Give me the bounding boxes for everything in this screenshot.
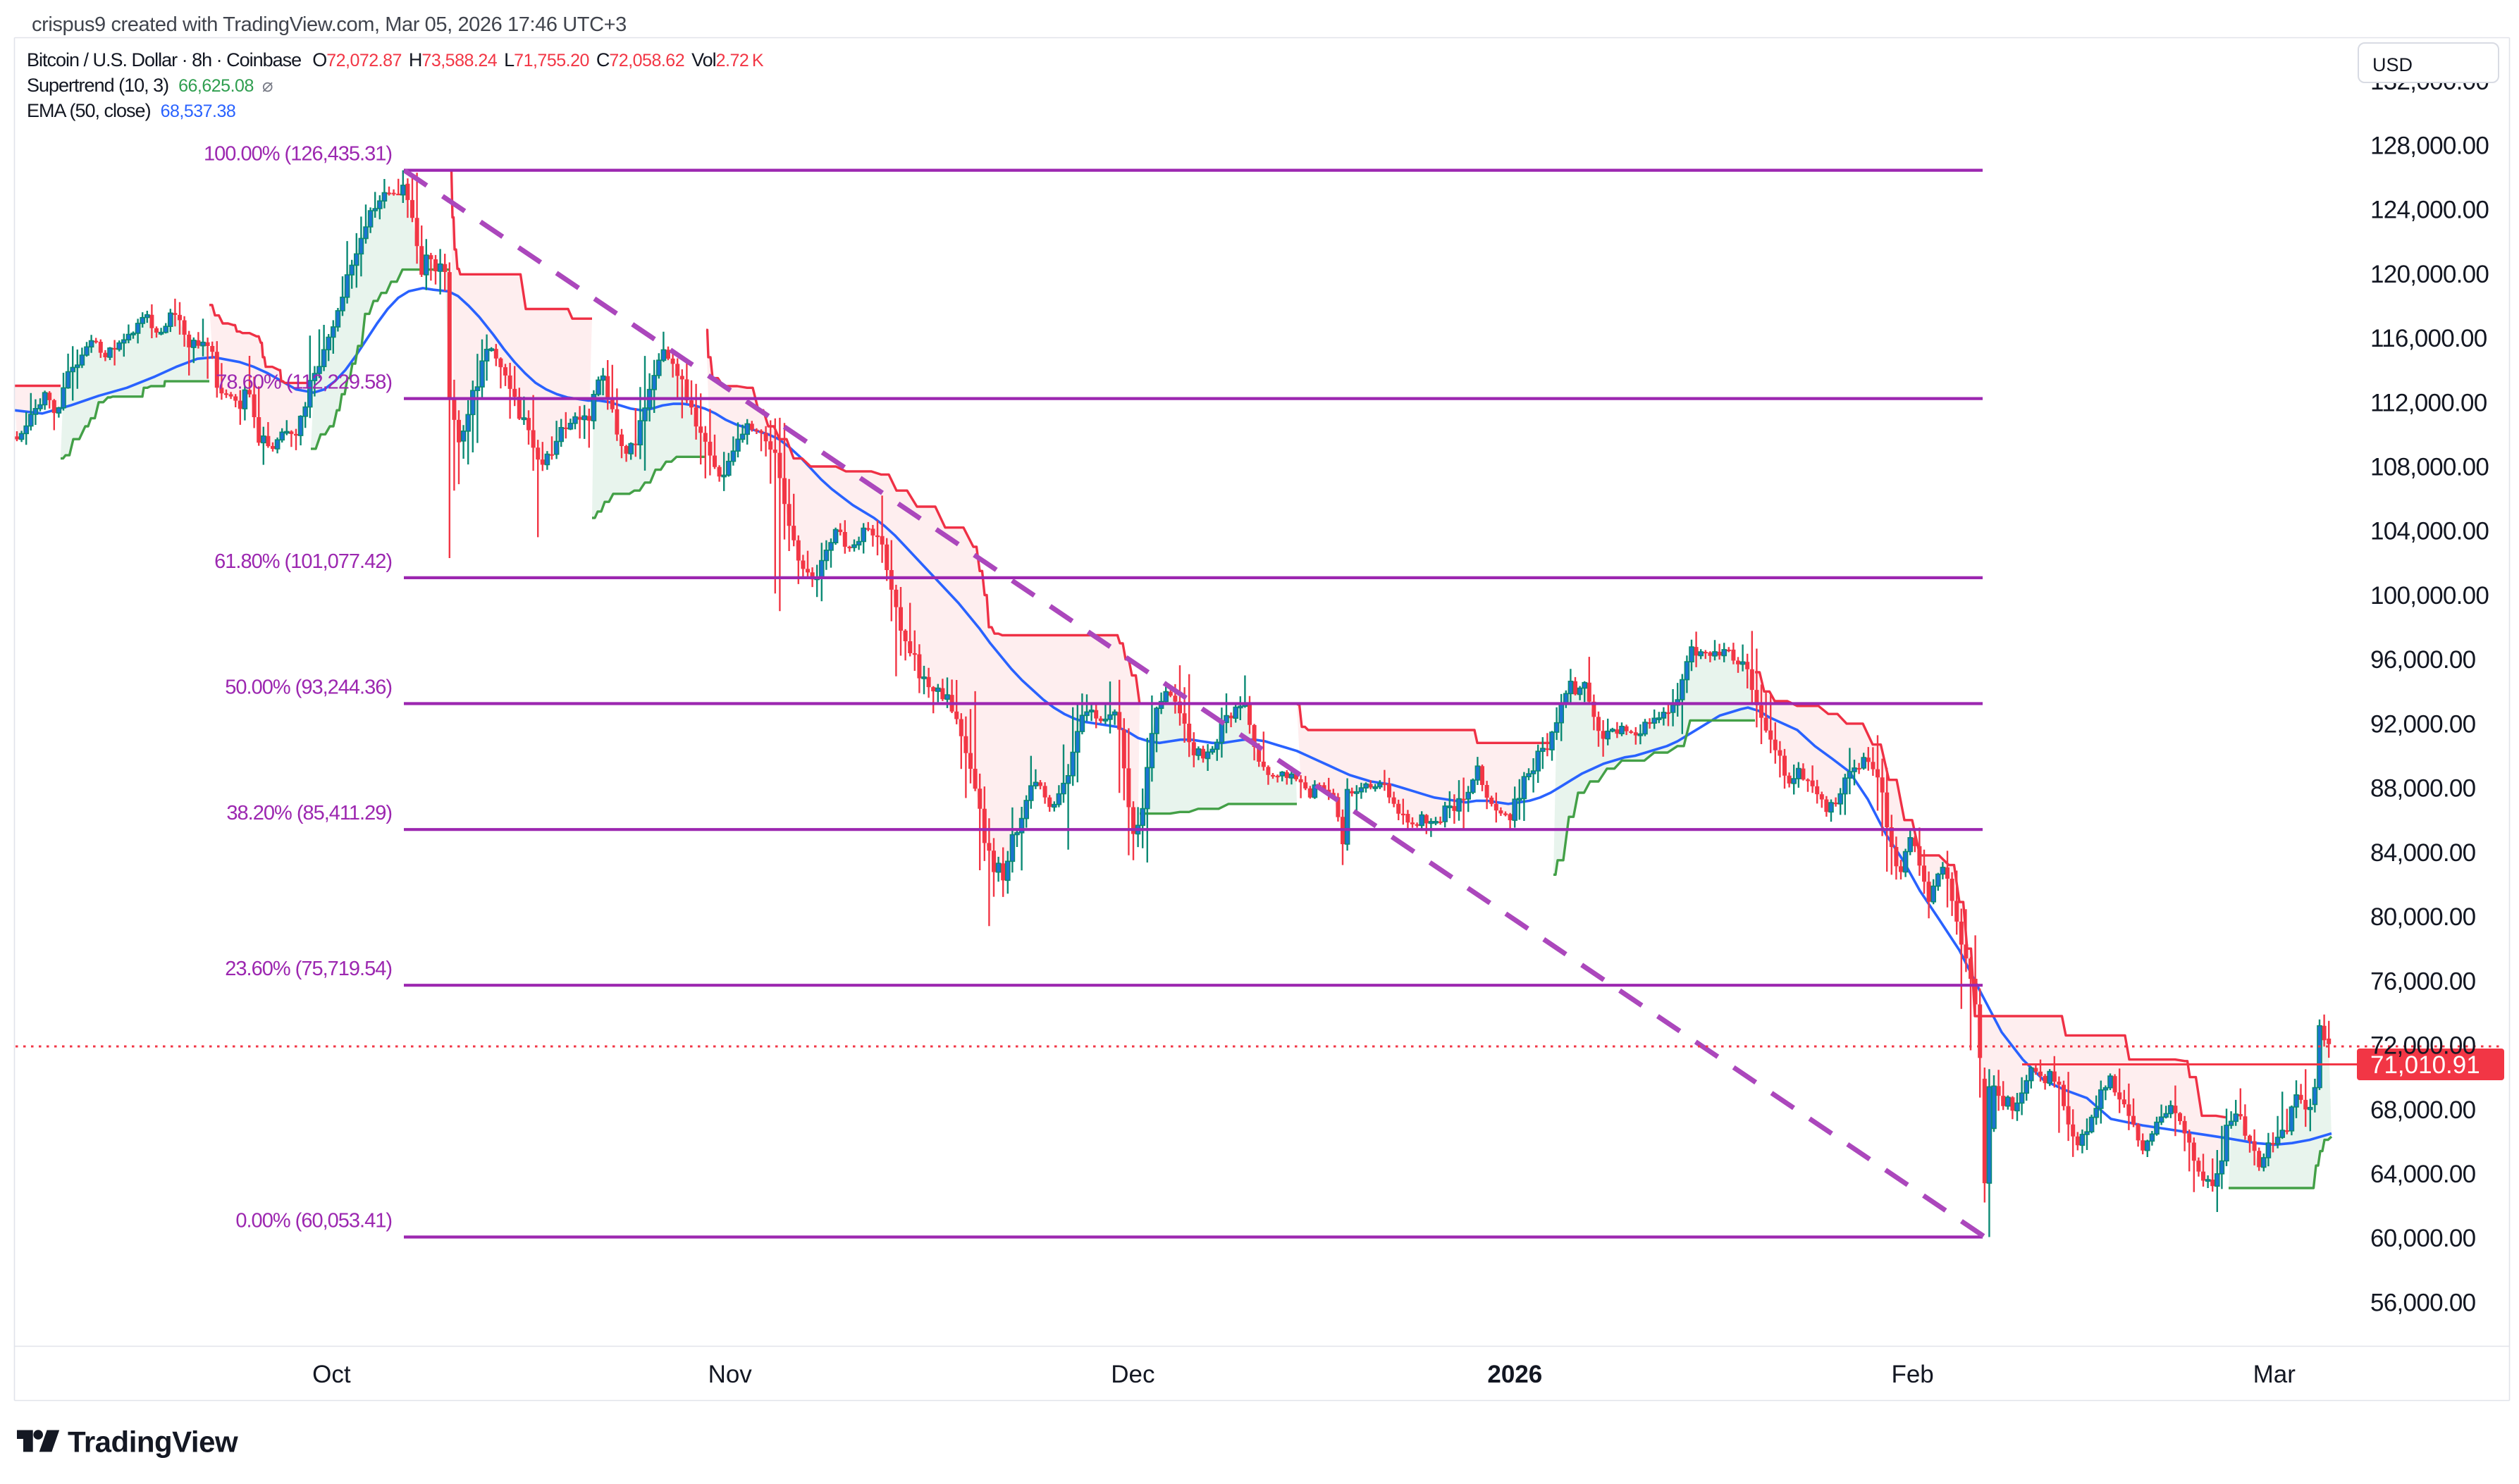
svg-text:68,000.00: 68,000.00 [2370,1096,2476,1124]
svg-text:TradingView: TradingView [68,1426,238,1459]
svg-text:88,000.00: 88,000.00 [2370,775,2476,803]
svg-text:Mar: Mar [2253,1361,2296,1388]
svg-text:124,000.00: 124,000.00 [2370,197,2489,224]
svg-text:71,010.91: 71,010.91 [2370,1051,2480,1079]
svg-text:50.00% (93,244.36): 50.00% (93,244.36) [225,676,392,699]
svg-text:Supertrend (10, 3)66,625.08⌀: Supertrend (10, 3) 66,625.08 ⌀ [27,75,273,96]
svg-text:80,000.00: 80,000.00 [2370,903,2476,931]
svg-text:56,000.00: 56,000.00 [2370,1289,2476,1316]
svg-text:60,000.00: 60,000.00 [2370,1225,2476,1252]
svg-text:0.00% (60,053.41): 0.00% (60,053.41) [235,1210,392,1232]
svg-text:100.00% (126,435.31): 100.00% (126,435.31) [204,143,392,166]
svg-text:Nov: Nov [708,1361,753,1388]
svg-text:72,000.00: 72,000.00 [2370,1032,2476,1060]
svg-text:EMA (50, close)68,537.38: EMA (50, close) 68,537.38 [27,100,235,121]
svg-text:76,000.00: 76,000.00 [2370,967,2476,995]
svg-text:96,000.00: 96,000.00 [2370,646,2476,674]
svg-text:92,000.00: 92,000.00 [2370,710,2476,738]
svg-text:Dec: Dec [1111,1361,1154,1388]
svg-text:84,000.00: 84,000.00 [2370,839,2476,867]
svg-text:116,000.00: 116,000.00 [2370,325,2487,352]
svg-text:120,000.00: 120,000.00 [2370,261,2489,288]
svg-text:128,000.00: 128,000.00 [2370,132,2489,159]
svg-text:2026: 2026 [1487,1361,1542,1388]
svg-text:Oct: Oct [312,1361,351,1388]
svg-text:104,000.00: 104,000.00 [2370,518,2489,545]
svg-text:78.60% (112,229.58): 78.60% (112,229.58) [216,371,392,394]
svg-text:Feb: Feb [1891,1361,1933,1388]
svg-text:38.20% (85,411.29): 38.20% (85,411.29) [226,802,392,824]
svg-text:100,000.00: 100,000.00 [2370,582,2489,610]
svg-text:23.60% (75,719.54): 23.60% (75,719.54) [225,958,392,980]
svg-text:112,000.00: 112,000.00 [2370,389,2487,416]
svg-text:64,000.00: 64,000.00 [2370,1161,2476,1188]
svg-text:USD: USD [2372,54,2413,75]
svg-text:Bitcoin / U.S. Dollar · 8h · C: Bitcoin / U.S. Dollar · 8h · Coinbase O72… [27,49,764,70]
svg-text:crispus9 created with TradingV: crispus9 created with TradingView.com, M… [32,13,627,36]
svg-text:108,000.00: 108,000.00 [2370,454,2489,481]
svg-text:61.80% (101,077.42): 61.80% (101,077.42) [214,550,392,573]
